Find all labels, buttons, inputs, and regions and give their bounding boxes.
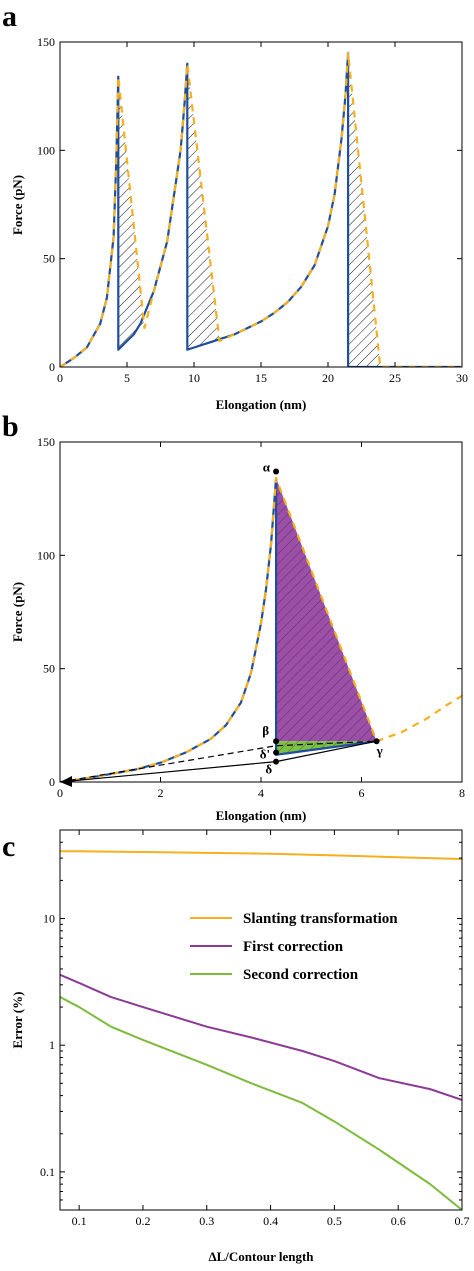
panel-a-x-tick-label: 30 — [456, 371, 468, 385]
panel-b-point-marker — [273, 758, 280, 765]
panel-b-point-marker — [273, 749, 280, 756]
panel-b-purple-hatch — [276, 478, 377, 742]
panel-b-x-tick-label: 4 — [258, 786, 264, 800]
panel-c-x-tick-label: 0.4 — [263, 1214, 278, 1228]
panel-a-y-tick-label: 50 — [43, 252, 55, 266]
panel-c: 0.1 0.2 0.3 0.4 0.5 0.6 0.7 0.1 1 10 Slanting tran… — [10, 829, 470, 1264]
panel-a-y-tick-label: 0 — [49, 360, 55, 374]
panel-b-point-label: γ — [376, 743, 383, 758]
panel-b: α β δ'δ γ 0 2 4 6 8 0 50 100 150 Elongation (nm) For… — [10, 435, 465, 823]
panel-b-series-dashed-black — [60, 740, 377, 782]
panel-b-x-tick-label: 0 — [57, 786, 63, 800]
panel-c-y-axis-label: Error (%) — [10, 992, 25, 1049]
panel-letter-a: a — [2, 0, 17, 33]
panel-a-x-tick-label: 20 — [322, 371, 334, 385]
panel-c-series-line — [60, 850, 462, 861]
panel-c-legend: Slanting transformation First correction S… — [190, 911, 398, 983]
panel-c-y-tick-label: 10 — [43, 912, 55, 926]
panel-b-y-tick-label: 50 — [43, 662, 55, 676]
panel-a: 0 5 10 15 20 25 30 0 50 100 150 Elongation (nm) Fo… — [10, 35, 468, 412]
panel-a-hatched-area — [348, 52, 381, 367]
panel-letter-b: b — [2, 410, 19, 443]
panel-c-y-tick-label: 1 — [49, 1038, 55, 1052]
panel-c-x-tick-label: 0.5 — [327, 1214, 342, 1228]
panel-b-y-axis-label: Force (pN) — [10, 582, 25, 642]
panel-b-point-marker — [273, 468, 280, 475]
panel-b-point-label: δ — [265, 762, 272, 777]
panel-a-x-tick-label: 15 — [255, 371, 267, 385]
panel-c-x-tick-label: 0.6 — [391, 1214, 406, 1228]
panel-b-x-tick-label: 8 — [459, 786, 465, 800]
panel-a-y-tick-label: 150 — [37, 35, 55, 49]
panel-a-hatched-area — [118, 76, 145, 350]
panel-c-x-tick-label: 0.3 — [199, 1214, 214, 1228]
panel-b-x-tick-label: 6 — [359, 786, 365, 800]
panel-c-x-tick-label: 0.1 — [72, 1214, 87, 1228]
panel-c-x-tick-label: 0.7 — [455, 1214, 470, 1228]
panel-b-y-tick-label: 100 — [37, 548, 55, 562]
legend-label: Slanting transformation — [243, 911, 398, 927]
panel-a-y-tick-label: 100 — [37, 143, 55, 157]
panel-a-x-tick-label: 0 — [57, 371, 63, 385]
panel-a-x-tick-label: 10 — [188, 371, 200, 385]
panel-b-point-label: β — [262, 723, 269, 738]
panel-c-x-axis-label: ΔL/Contour length — [208, 1249, 314, 1264]
panel-c-y-tick-label: 0.1 — [40, 1165, 55, 1179]
legend-label: First correction — [243, 939, 344, 955]
panel-b-point-label: δ' — [260, 747, 270, 762]
panel-b-x-axis-label: Elongation (nm) — [216, 808, 307, 823]
panel-b-y-tick-label: 150 — [37, 435, 55, 449]
legend-label: Second correction — [243, 967, 359, 983]
panel-a-series-dashed-orange — [60, 51, 462, 367]
panel-a-x-tick-label: 25 — [389, 371, 401, 385]
panel-a-x-axis-label: Elongation (nm) — [216, 397, 307, 412]
panel-letter-c: c — [2, 830, 15, 863]
panel-a-y-axis-label: Force (pN) — [10, 175, 25, 235]
panel-c-series-line — [60, 996, 462, 1210]
panel-c-plot-frame — [59, 829, 463, 1211]
panel-b-x-tick-label: 2 — [158, 786, 164, 800]
panel-b-point-label: α — [263, 459, 271, 474]
panel-c-x-tick-label: 0.2 — [135, 1214, 150, 1228]
panel-a-x-tick-label: 5 — [124, 371, 130, 385]
panel-b-point-marker — [273, 738, 280, 745]
panel-b-series-dashed-orange — [60, 477, 462, 782]
panel-b-y-tick-label: 0 — [49, 775, 55, 789]
panel-b-point-marker — [373, 738, 380, 745]
panel-c-series-line — [60, 973, 462, 1101]
